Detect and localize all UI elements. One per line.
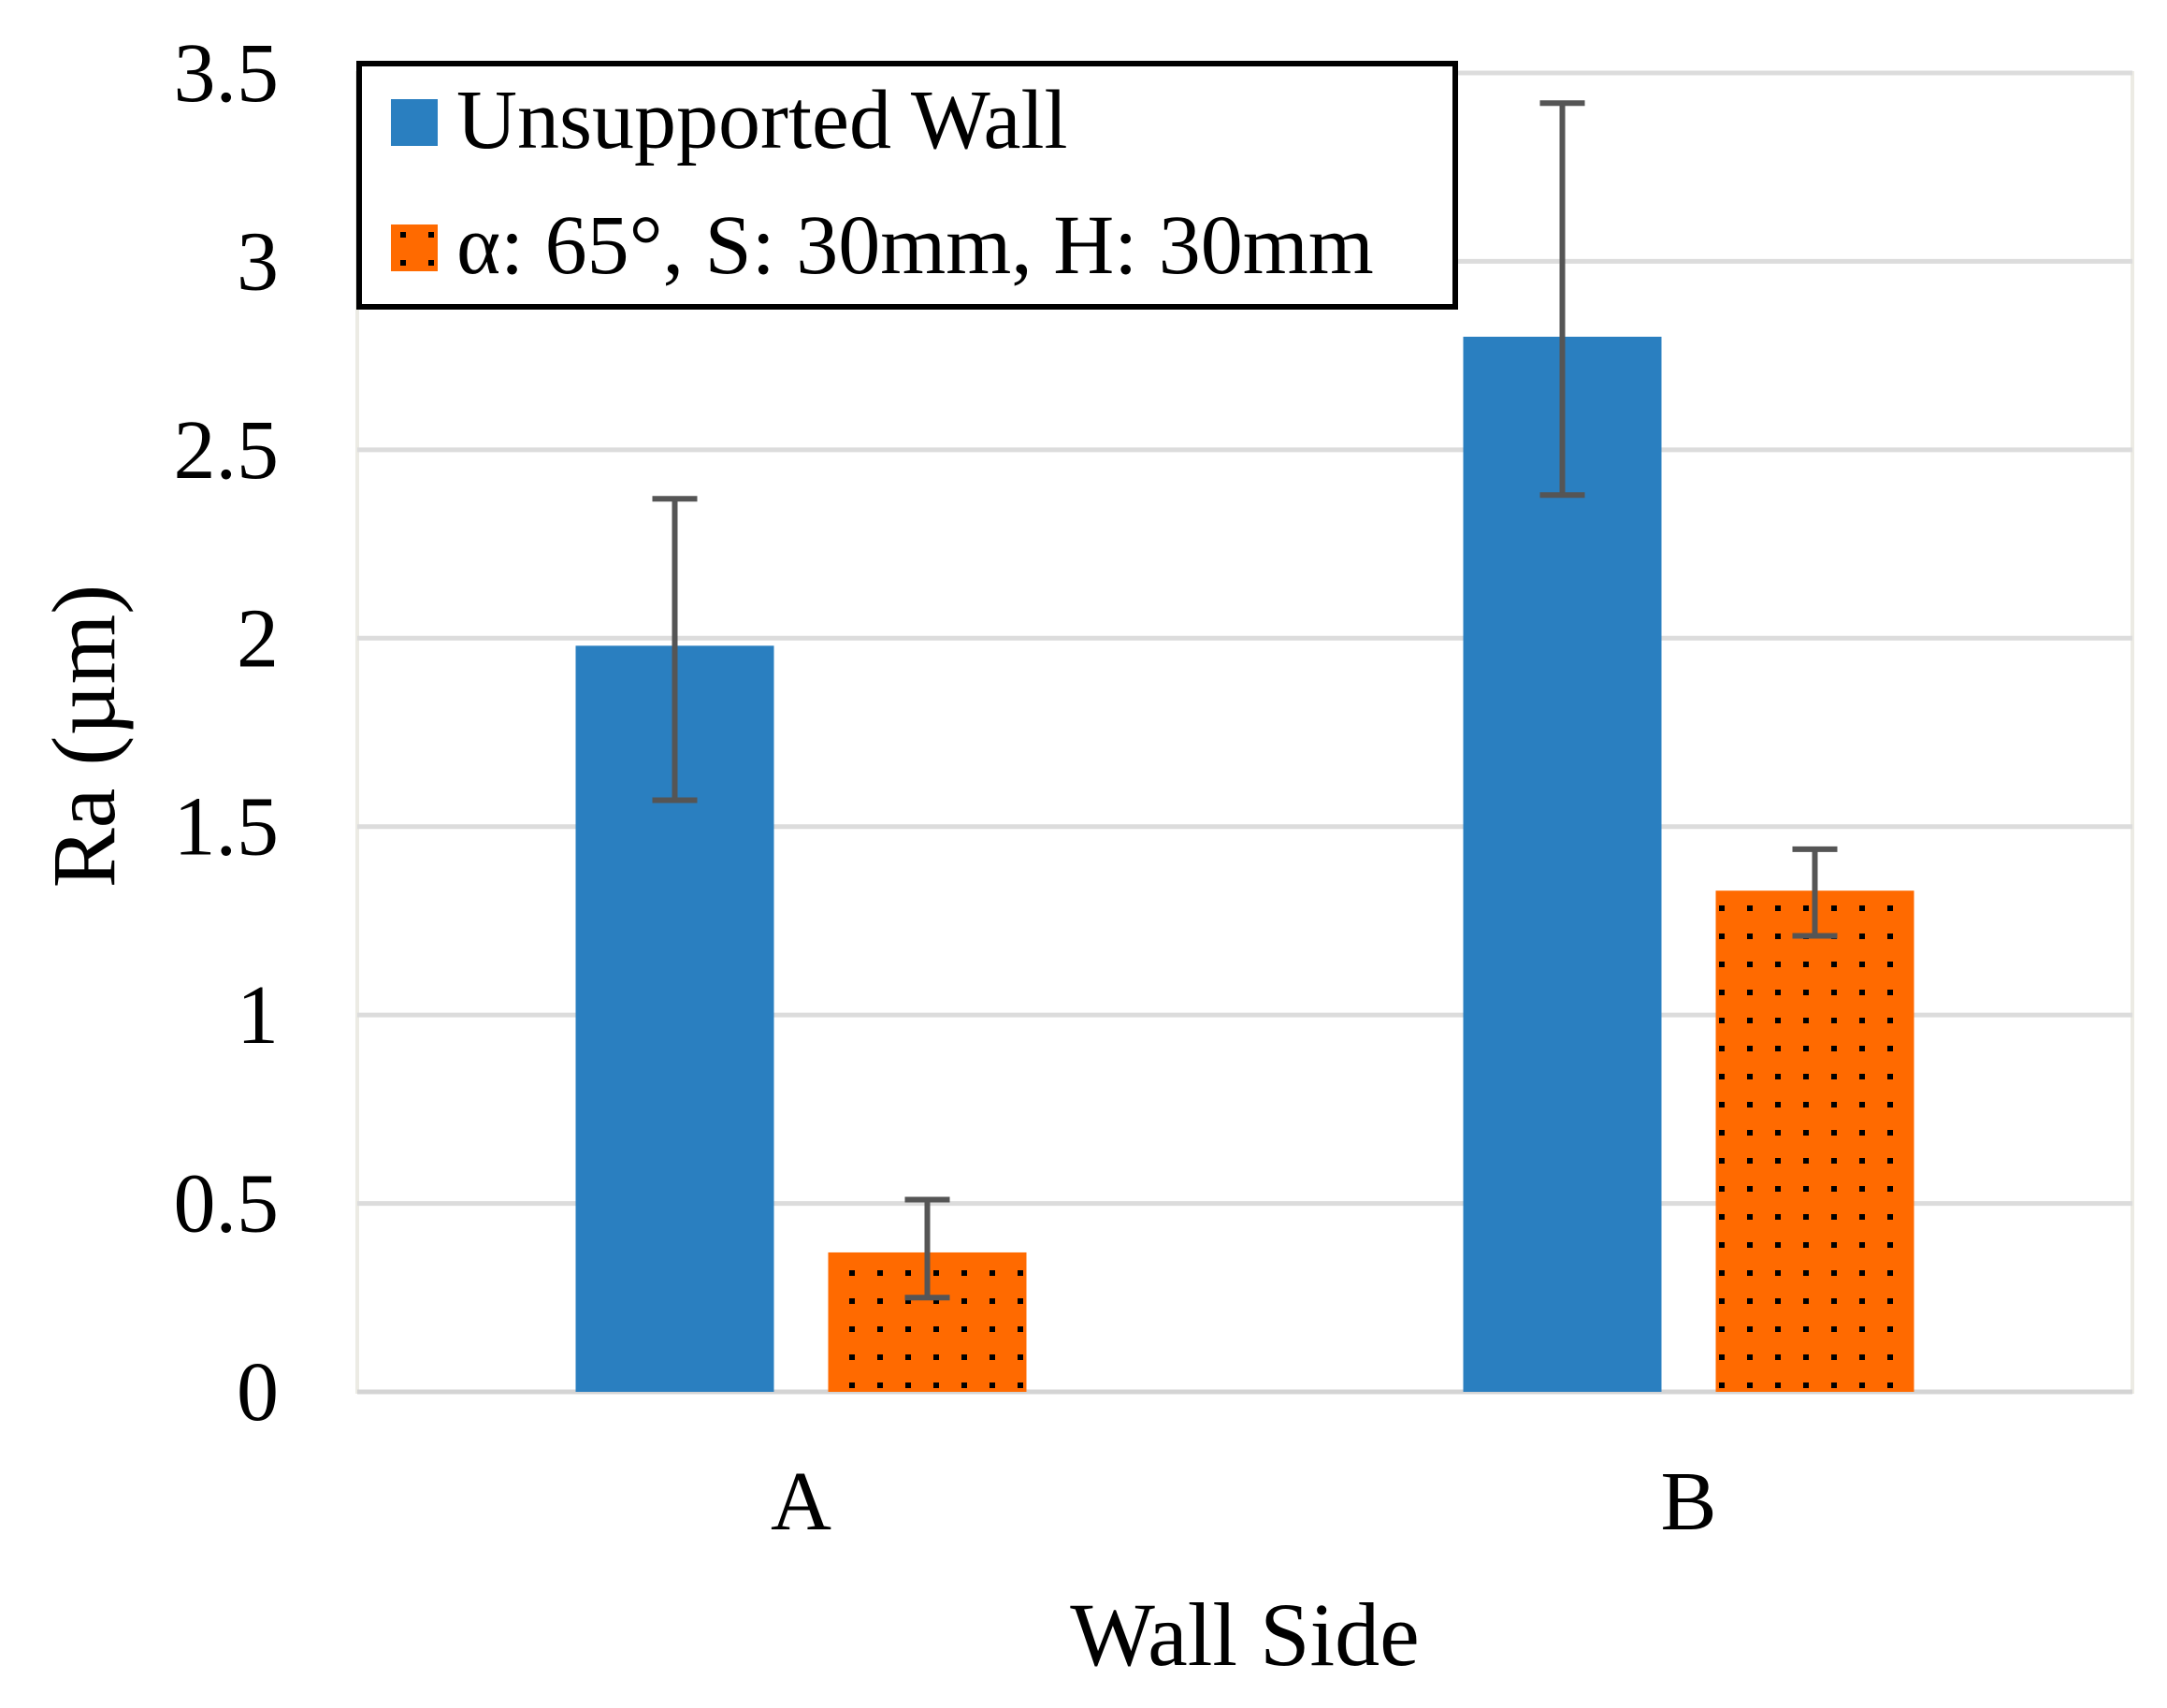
legend-label-supported: α: 65°, S: 30mm, H: 30mm (456, 199, 1374, 292)
bar-chart: 0 0.5 1 1.5 2 2.5 3 3.5 A B Wall Side Ra (µm) Un… (0, 0, 2167, 1708)
y-axis-label: Ra (µm) (34, 585, 134, 889)
y-tick-label: 1 (237, 969, 279, 1062)
y-tick-label: 3 (237, 215, 279, 308)
bar-supported-b (1716, 890, 1914, 1392)
y-tick-label: 2.5 (174, 404, 280, 497)
x-axis-label: Wall Side (1070, 1585, 1420, 1685)
legend: Unsupported Wall α: 65°, S: 30mm, H: 30m… (359, 64, 1455, 307)
y-tick-label: 1.5 (174, 781, 280, 874)
legend-swatch-supported (391, 224, 438, 271)
legend-label-unsupported-wall: Unsupported Wall (456, 74, 1068, 166)
y-tick-label: 2 (237, 592, 279, 685)
x-tick-label: A (771, 1455, 831, 1548)
y-tick-label: 3.5 (174, 27, 280, 120)
y-tick-label: 0.5 (174, 1158, 280, 1251)
x-tick-label: B (1660, 1455, 1716, 1548)
y-tick-label: 0 (237, 1346, 279, 1439)
legend-swatch-unsupported-wall (391, 99, 438, 146)
